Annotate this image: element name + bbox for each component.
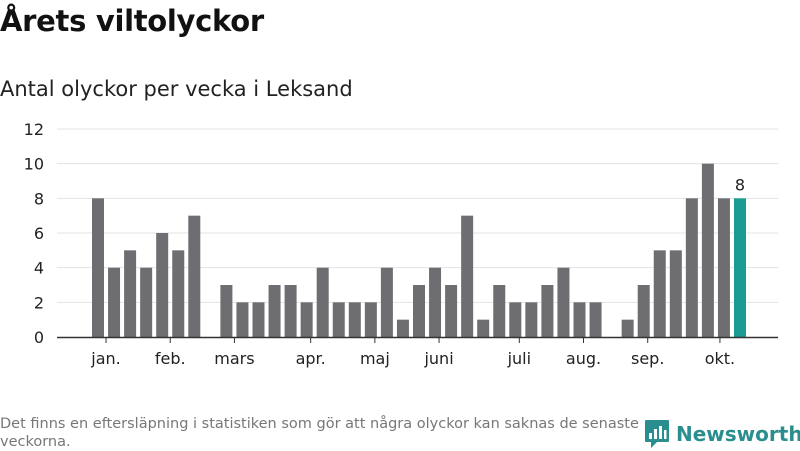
y-tick-label: 12 [24,120,44,139]
bar-week-28 [525,302,538,337]
bar-week-23 [445,285,458,337]
x-tick-label: juni [423,349,453,368]
bar-week-5 [156,233,169,337]
bar-week-37 [669,250,682,337]
brand-name: Newsworthy [676,422,800,446]
bar-week-13 [284,285,297,337]
bar-week-26 [493,285,506,337]
bar-week-11 [252,302,265,337]
y-tick-label: 10 [24,155,44,174]
x-tick-label: jan. [90,349,120,368]
bar-week-30 [557,267,570,337]
x-tick-label: apr. [296,349,326,368]
bar-week-6 [172,250,185,337]
bar-week-4 [140,267,153,337]
x-tick-label: juli [507,349,531,368]
chart-title: Årets viltolyckor [0,4,264,38]
brand-logo[interactable]: Newsworthy [644,419,800,449]
bar-week-7 [188,215,201,337]
bar-week-40 [717,198,730,337]
y-tick-label: 6 [34,224,44,243]
y-tick-label: 4 [34,259,44,278]
y-tick-label: 0 [34,328,44,347]
bar-week-41 [734,198,746,337]
bar-week-3 [124,250,137,337]
bar-week-38 [685,198,698,337]
bar-week-31 [573,302,586,337]
chart-subtitle: Antal olyckor per vecka i Leksand [0,77,353,101]
bar-week-14 [300,302,313,337]
x-tick-label: okt. [705,349,735,368]
bar-week-32 [589,302,602,337]
footnote: Det finns en eftersläpning i statistiken… [0,416,639,450]
bar-week-22 [429,267,442,337]
bar-week-27 [509,302,522,337]
bar-week-36 [653,250,666,337]
x-tick-label: maj [360,349,390,368]
bar-week-39 [701,163,714,337]
x-tick-label: mars [214,349,254,368]
bar-week-10 [236,302,249,337]
bar-week-15 [316,267,329,337]
bar-week-16 [332,302,345,337]
y-tick-label: 2 [34,293,44,312]
bar-week-20 [396,319,409,337]
bar-week-25 [477,319,490,337]
bar-week-1 [92,198,104,337]
bar-chart: 0 2 4 6 8 10 12 8 jan. feb. mars apr. maj juni juli aug… [24,120,778,368]
x-tick-label: aug. [566,349,601,368]
x-tick-label: sep. [631,349,664,368]
bar-week-34 [621,319,634,337]
bar-week-18 [364,302,377,337]
highlight-value-label: 8 [735,175,745,194]
bar-week-21 [413,285,425,337]
bar-week-17 [348,302,361,337]
y-tick-label: 8 [34,189,44,208]
bar-week-9 [220,285,233,337]
bar-week-2 [108,267,121,337]
bar-week-12 [268,285,281,337]
bar-week-19 [380,267,393,337]
newsworthy-logo-icon [645,420,669,448]
x-tick-label: feb. [155,349,186,368]
bar-week-35 [637,285,650,337]
bar-week-29 [541,285,554,337]
bar-week-24 [461,215,474,337]
